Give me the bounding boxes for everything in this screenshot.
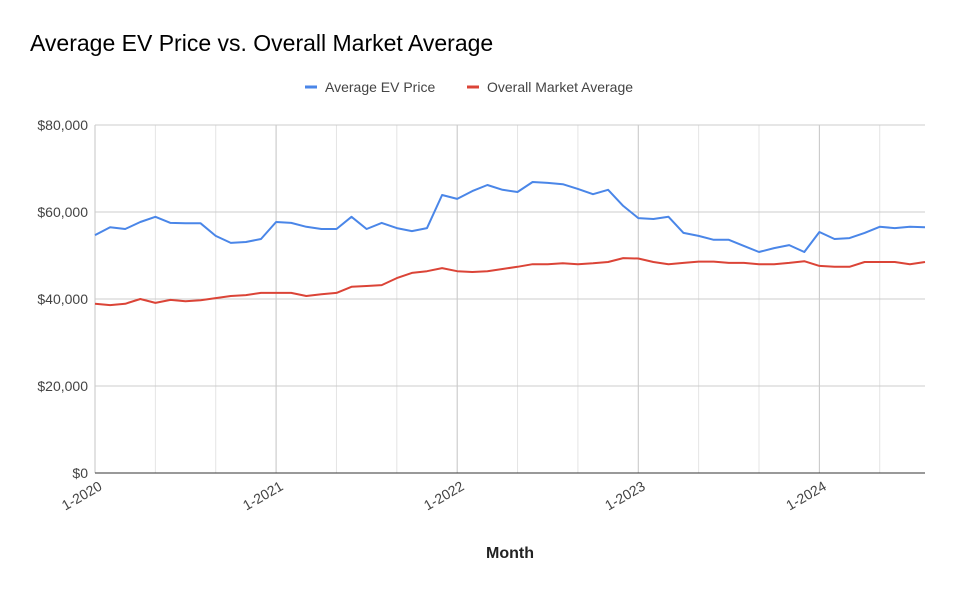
y-tick-label: $80,000 <box>37 117 88 133</box>
series-line-market-average <box>94 257 926 307</box>
x-tick-label: 1-2023 <box>602 478 648 514</box>
x-tick-label: 1-2022 <box>421 478 467 514</box>
chart-title: Average EV Price vs. Overall Market Aver… <box>30 30 494 56</box>
legend-label: Average EV Price <box>325 79 435 95</box>
y-tick-label: $20,000 <box>37 378 88 394</box>
y-tick-label: $40,000 <box>37 291 88 307</box>
y-tick-label: $60,000 <box>37 204 88 220</box>
series-line-ev-price <box>94 181 926 253</box>
x-tick-label: 1-2024 <box>783 478 829 514</box>
x-tick-label: 1-2020 <box>59 478 105 514</box>
x-axis-title: Month <box>486 545 534 562</box>
y-tick-label: $0 <box>72 465 88 481</box>
legend-label: Overall Market Average <box>487 79 633 95</box>
x-tick-label: 1-2021 <box>240 478 286 514</box>
